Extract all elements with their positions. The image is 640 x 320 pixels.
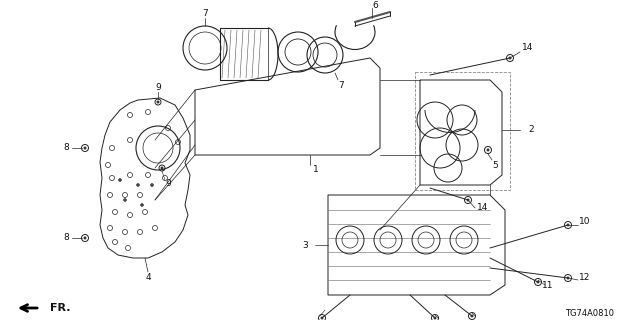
Circle shape [84, 237, 86, 239]
Circle shape [467, 199, 469, 201]
Circle shape [487, 149, 489, 151]
Circle shape [509, 57, 511, 59]
Text: 12: 12 [579, 274, 591, 283]
Circle shape [157, 101, 159, 103]
Text: 7: 7 [338, 81, 344, 90]
Circle shape [567, 224, 569, 226]
Text: 8: 8 [63, 234, 69, 243]
Text: 14: 14 [477, 204, 489, 212]
Text: 2: 2 [528, 125, 534, 134]
Text: 14: 14 [522, 44, 534, 52]
Text: 9: 9 [165, 179, 171, 188]
Circle shape [84, 147, 86, 149]
Text: 1: 1 [313, 165, 319, 174]
Circle shape [136, 183, 140, 187]
Circle shape [471, 315, 473, 317]
Text: 5: 5 [492, 161, 498, 170]
Text: 7: 7 [202, 10, 208, 19]
Circle shape [150, 183, 154, 187]
Circle shape [118, 179, 122, 181]
Circle shape [141, 204, 143, 206]
Circle shape [161, 167, 163, 169]
Circle shape [434, 317, 436, 319]
Text: 6: 6 [372, 1, 378, 10]
Text: 11: 11 [542, 281, 554, 290]
Text: 8: 8 [63, 143, 69, 153]
Circle shape [321, 317, 323, 319]
Text: TG74A0810: TG74A0810 [566, 309, 614, 318]
Circle shape [124, 198, 127, 202]
Text: 9: 9 [155, 83, 161, 92]
Text: 3: 3 [302, 241, 308, 250]
Text: 4: 4 [145, 273, 151, 282]
Circle shape [537, 281, 540, 283]
Text: FR.: FR. [50, 303, 70, 313]
Circle shape [567, 277, 569, 279]
Text: 10: 10 [579, 218, 591, 227]
